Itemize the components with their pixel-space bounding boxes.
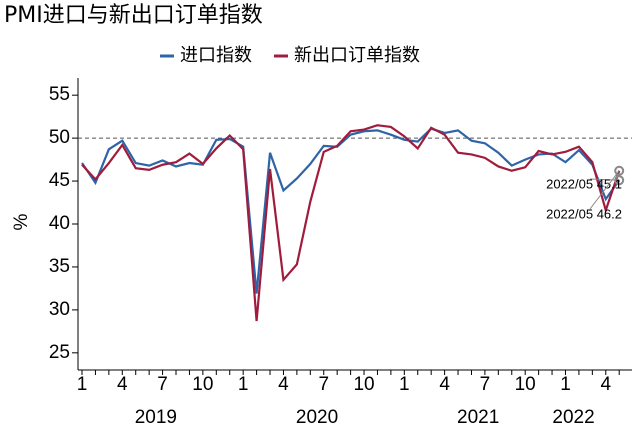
legend-label: 进口指数 <box>180 45 252 66</box>
year-label: 2019 <box>135 407 177 428</box>
x-tick-label: 10 <box>515 374 536 395</box>
x-tick-label: 10 <box>192 374 213 395</box>
x-tick-label: 4 <box>278 374 289 395</box>
annotation-marker <box>614 165 625 176</box>
x-tick-label: 4 <box>439 374 450 395</box>
y-tick-label: 45 <box>49 170 70 191</box>
y-tick-label: 55 <box>49 84 70 105</box>
y-tick-label: 30 <box>49 299 70 320</box>
x-tick-label: 7 <box>318 374 329 395</box>
y-tick-label: 40 <box>49 213 70 234</box>
x-tick-label: 1 <box>560 374 571 395</box>
series-line <box>81 127 621 294</box>
chart-title: PMI进口与新出口订单指数 <box>4 3 263 28</box>
x-tick-label: 1 <box>238 374 249 395</box>
x-tick-label: 4 <box>600 374 611 395</box>
y-tick-label: 35 <box>49 256 70 277</box>
x-tick-label: 1 <box>77 374 88 395</box>
y-axis-label: % <box>11 213 32 230</box>
year-label: 2020 <box>296 407 338 428</box>
x-tick-label: 7 <box>157 374 168 395</box>
year-label: 2021 <box>457 407 499 428</box>
annotation: 2022/05 45.1 <box>546 176 622 191</box>
year-label: 2022 <box>552 407 594 428</box>
annotation-leader <box>589 170 620 210</box>
x-tick-label: 10 <box>353 374 374 395</box>
y-tick-label: 25 <box>49 342 70 363</box>
annotation-marker <box>614 175 625 186</box>
x-tick-label: 1 <box>399 374 410 395</box>
legend-label: 新出口订单指数 <box>294 45 420 66</box>
annotation: 2022/05 46.2 <box>546 206 622 221</box>
x-tick-label: 4 <box>117 374 128 395</box>
y-tick-label: 50 <box>49 127 70 148</box>
x-tick-label: 7 <box>480 374 491 395</box>
series-line <box>81 124 621 322</box>
